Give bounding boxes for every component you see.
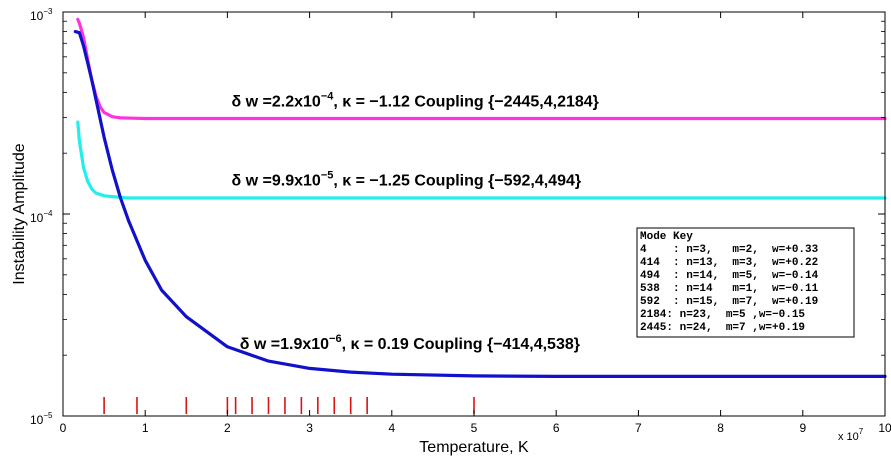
x-tick-label-0: 0 [60, 421, 67, 435]
tick-layer: 0 1 2 3 4 5 6 7 8 9 10 10−5 10−4 10−3 [30, 7, 891, 435]
series-line-2 [73, 30, 887, 378]
legend-row-4: 592 : n=15, m=7, w=+0.19 [640, 296, 818, 308]
x-tick-label-3: 3 [306, 421, 313, 435]
x-tick-label-8: 8 [717, 421, 724, 435]
x-tick-label-6: 6 [553, 421, 560, 435]
series-annotation-1: δ w =9.9x10−5, κ = −1.25 Coupling {−592,… [232, 170, 582, 190]
x-tick-label-5: 5 [471, 421, 478, 435]
x-tick-label-10: 10 [878, 421, 891, 435]
series-annotation-0: δ w =2.2x10−4, κ = −1.12 Coupling {−2445… [232, 91, 599, 111]
legend-row-6: 2445: n=24, m=7 ,w=+0.19 [640, 322, 805, 334]
x-axis-label: Temperature, K [419, 439, 529, 456]
series-annotation-2: δ w =1.9x10−6, κ = 0.19 Coupling {−414,4… [240, 333, 580, 353]
marker-layer [103, 397, 475, 414]
x-tick-label-1: 1 [142, 421, 149, 435]
legend-row-0: 4 : n=3, m=2, w=+0.33 [640, 244, 819, 256]
x-tick-label-2: 2 [224, 421, 231, 435]
annotation-layer: δ w =2.2x10−4, κ = −1.12 Coupling {−2445… [232, 91, 599, 353]
legend-row-2: 494 : n=14, m=5, w=−0.14 [640, 270, 819, 282]
y-tick-label-0: 10−5 [30, 411, 53, 427]
x-tick-label-9: 9 [799, 421, 806, 435]
y-tick-label-2: 10−3 [30, 7, 53, 23]
series-layer [73, 17, 887, 378]
y-axis-label: Instability Amplitude [11, 143, 28, 285]
legend-row-1: 414 : n=13, m=3, w=+0.22 [640, 257, 818, 269]
legend-row-5: 2184: n=23, m=5 ,w=−0.15 [640, 309, 805, 321]
x-tick-label-4: 4 [388, 421, 395, 435]
y-tick-label-1: 10−4 [30, 209, 53, 225]
x-multiplier: x 107 [838, 427, 864, 443]
legend-row-3: 538 : n=14 m=1, w=−0.11 [640, 283, 819, 295]
x-tick-label-7: 7 [635, 421, 642, 435]
legend-title: Mode Key [640, 231, 693, 243]
